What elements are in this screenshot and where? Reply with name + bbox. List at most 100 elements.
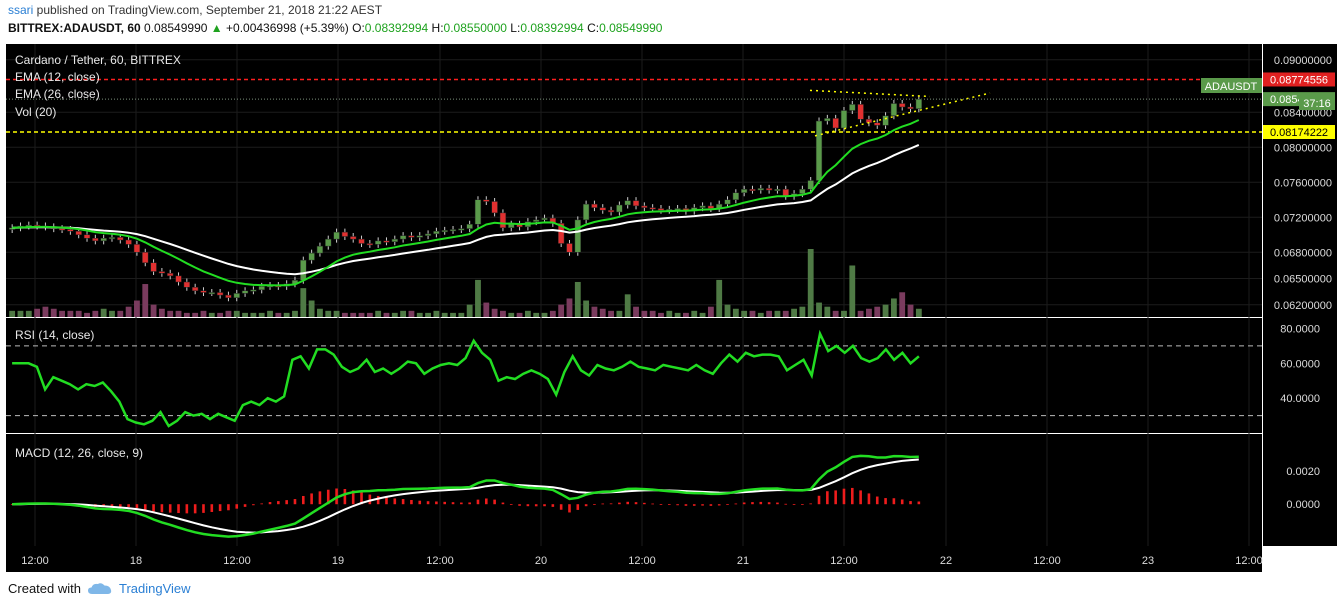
macd-hist-bar bbox=[692, 504, 696, 506]
high-label: H: bbox=[431, 21, 444, 35]
volume-bar bbox=[408, 310, 415, 317]
candle-body bbox=[632, 200, 640, 207]
macd-hist-bar bbox=[701, 504, 704, 506]
candle-body bbox=[508, 224, 515, 228]
volume-bar bbox=[882, 304, 889, 317]
macd-hist-bar bbox=[268, 502, 272, 505]
macd-hist-bar bbox=[177, 504, 180, 514]
candle-body bbox=[341, 231, 349, 237]
volume-bar bbox=[915, 308, 922, 317]
volume-bar bbox=[691, 310, 698, 317]
high-value: 0.08550000 bbox=[443, 21, 507, 35]
candle-body bbox=[133, 244, 141, 253]
low-value: 0.08392994 bbox=[520, 21, 584, 35]
trendline-top bbox=[809, 89, 931, 98]
candle-body bbox=[840, 110, 848, 129]
volume-bar bbox=[267, 310, 273, 317]
author-link[interactable]: ssari bbox=[8, 3, 34, 17]
macd-hist-bar bbox=[900, 499, 904, 505]
candle-body bbox=[175, 275, 182, 283]
macd-hist-bar bbox=[601, 503, 605, 505]
candle-body bbox=[167, 273, 174, 277]
macd-hist-bar bbox=[659, 504, 663, 506]
volume-bar bbox=[167, 310, 174, 317]
macd-hist-bar bbox=[576, 504, 580, 510]
macd-hist-bar bbox=[559, 504, 563, 510]
macd-hist-bar bbox=[135, 504, 139, 508]
time-axis[interactable] bbox=[6, 546, 1262, 572]
volume-bar bbox=[100, 308, 107, 317]
macd-hist-bar bbox=[468, 502, 471, 505]
macd-hist-bar bbox=[509, 504, 513, 506]
macd-hist-bar bbox=[202, 504, 205, 513]
volume-bar bbox=[109, 310, 115, 317]
volume-bar bbox=[766, 310, 773, 317]
candle-body bbox=[724, 199, 731, 205]
macd-hist-bar bbox=[227, 504, 230, 511]
x-tick-label: 12:00 bbox=[426, 555, 454, 567]
volume-bar bbox=[524, 310, 531, 317]
volume-bar bbox=[716, 279, 723, 317]
candle-body bbox=[258, 286, 265, 291]
macd-hist-bar bbox=[809, 503, 813, 505]
macd-hist-bar bbox=[443, 501, 447, 505]
volume-bar bbox=[300, 288, 307, 317]
volume-bar bbox=[200, 310, 207, 317]
legend-macd[interactable]: MACD (12, 26, close, 9) bbox=[15, 446, 143, 460]
trendline-bottom bbox=[814, 92, 991, 137]
legend-rsi[interactable]: RSI (14, close) bbox=[15, 328, 94, 342]
macd-hist-bar bbox=[243, 504, 247, 507]
legend-vol[interactable]: Vol (20) bbox=[15, 105, 56, 119]
volume-bar bbox=[558, 304, 565, 317]
volume-bar bbox=[192, 312, 199, 317]
candle-body bbox=[566, 243, 573, 253]
volume-bar bbox=[483, 302, 490, 317]
volume-bar bbox=[325, 310, 332, 317]
legend-ema26[interactable]: EMA (26, close) bbox=[15, 87, 100, 101]
macd-tick-label: 0.0020 bbox=[1286, 466, 1320, 478]
volume-bar bbox=[134, 300, 140, 317]
volume-bar bbox=[350, 312, 357, 317]
rsi-pane[interactable] bbox=[6, 318, 1262, 433]
candle-body bbox=[882, 115, 889, 126]
candle-body bbox=[67, 229, 74, 232]
candle-body bbox=[582, 203, 590, 221]
candle-body bbox=[150, 262, 157, 272]
x-tick-label: 12:00 bbox=[223, 555, 251, 567]
candle-body bbox=[408, 235, 415, 238]
volume-bar bbox=[391, 312, 398, 317]
volume-bar bbox=[757, 312, 764, 317]
volume-bar bbox=[832, 310, 839, 317]
price-pane[interactable] bbox=[6, 44, 1262, 317]
macd-hist-bar bbox=[892, 498, 896, 505]
candle-body bbox=[117, 237, 124, 241]
volume-bar bbox=[674, 312, 681, 317]
macd-hist-bar bbox=[285, 500, 288, 505]
volume-bar bbox=[208, 312, 215, 317]
price-series bbox=[6, 78, 1262, 302]
volume-bar bbox=[9, 310, 16, 317]
y-tick-label: 0.06200000 bbox=[1274, 300, 1332, 312]
macd-hist-bar bbox=[318, 491, 322, 505]
macd-hist-bar bbox=[917, 501, 921, 505]
macd-hist-bar bbox=[867, 493, 871, 505]
volume-bar bbox=[899, 292, 906, 317]
x-tick-label: 22 bbox=[940, 555, 952, 567]
candle-body bbox=[799, 189, 806, 194]
footer: Created with TradingView bbox=[8, 581, 191, 596]
macd-hist-bar bbox=[817, 495, 821, 505]
volume-bar bbox=[317, 308, 323, 317]
macd-hist-bar bbox=[784, 503, 788, 505]
volume-bar bbox=[599, 308, 606, 317]
legend-ema12[interactable]: EMA (12, close) bbox=[15, 70, 100, 84]
volume-bar bbox=[42, 306, 49, 317]
tradingview-link[interactable]: TradingView bbox=[118, 581, 191, 596]
macd-hist-bar bbox=[842, 488, 846, 505]
candle-body bbox=[108, 237, 116, 240]
volume-bar bbox=[308, 300, 315, 317]
macd-hist-bar bbox=[360, 492, 363, 505]
chart-canvas[interactable]: 12:00 18 12:00 19 12:00 20 12:00 21 12:00 22 12:00… bbox=[0, 40, 1340, 572]
macd-hist-bar bbox=[875, 496, 879, 505]
ema12-line bbox=[12, 119, 920, 287]
macd-hist-bar bbox=[235, 504, 239, 509]
